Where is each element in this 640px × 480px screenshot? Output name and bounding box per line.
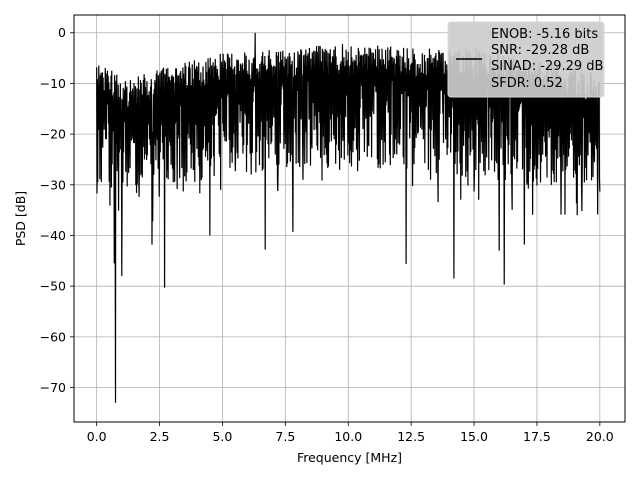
legend-line-sinad: SINAD: -29.29 dB — [491, 59, 603, 74]
x-tick-label: 7.5 — [275, 429, 295, 444]
x-tick-label: 2.5 — [150, 429, 170, 444]
y-tick-label: −60 — [40, 329, 66, 344]
y-tick-label: −10 — [40, 76, 66, 91]
y-tick-label: −20 — [40, 127, 66, 142]
x-tick-label: 17.5 — [523, 429, 551, 444]
legend-line-snr: SNR: -29.28 dB — [491, 43, 589, 58]
x-tick-label: 10.0 — [334, 429, 362, 444]
x-axis-label: Frequency [MHz] — [297, 450, 402, 465]
legend: ENOB: -5.16 bits SNR: -29.28 dB SINAD: -… — [447, 21, 605, 98]
x-tick-label: 0.0 — [87, 429, 107, 444]
legend-box — [447, 21, 605, 98]
x-tick-label: 5.0 — [212, 429, 232, 444]
y-tick-label: −70 — [40, 380, 66, 395]
x-axis-ticks: 0.0 2.5 5.0 7.5 10.0 12.5 15.0 17.5 20.0 — [87, 422, 614, 444]
y-axis-ticks: 0 −10 −20 −30 −40 −50 −60 −70 — [40, 25, 74, 395]
legend-line-sfdr: SFDR: 0.52 — [491, 76, 563, 91]
x-tick-label: 12.5 — [397, 429, 425, 444]
legend-line-enob: ENOB: -5.16 bits — [491, 27, 598, 42]
y-axis-label: PSD [dB] — [13, 191, 28, 246]
x-tick-label: 15.0 — [460, 429, 488, 444]
y-tick-label: −50 — [40, 279, 66, 294]
x-tick-label: 20.0 — [586, 429, 614, 444]
plot-frame — [73, 14, 626, 423]
y-tick-label: −40 — [40, 228, 66, 243]
y-tick-label: 0 — [58, 25, 66, 40]
y-tick-label: −30 — [40, 177, 66, 192]
